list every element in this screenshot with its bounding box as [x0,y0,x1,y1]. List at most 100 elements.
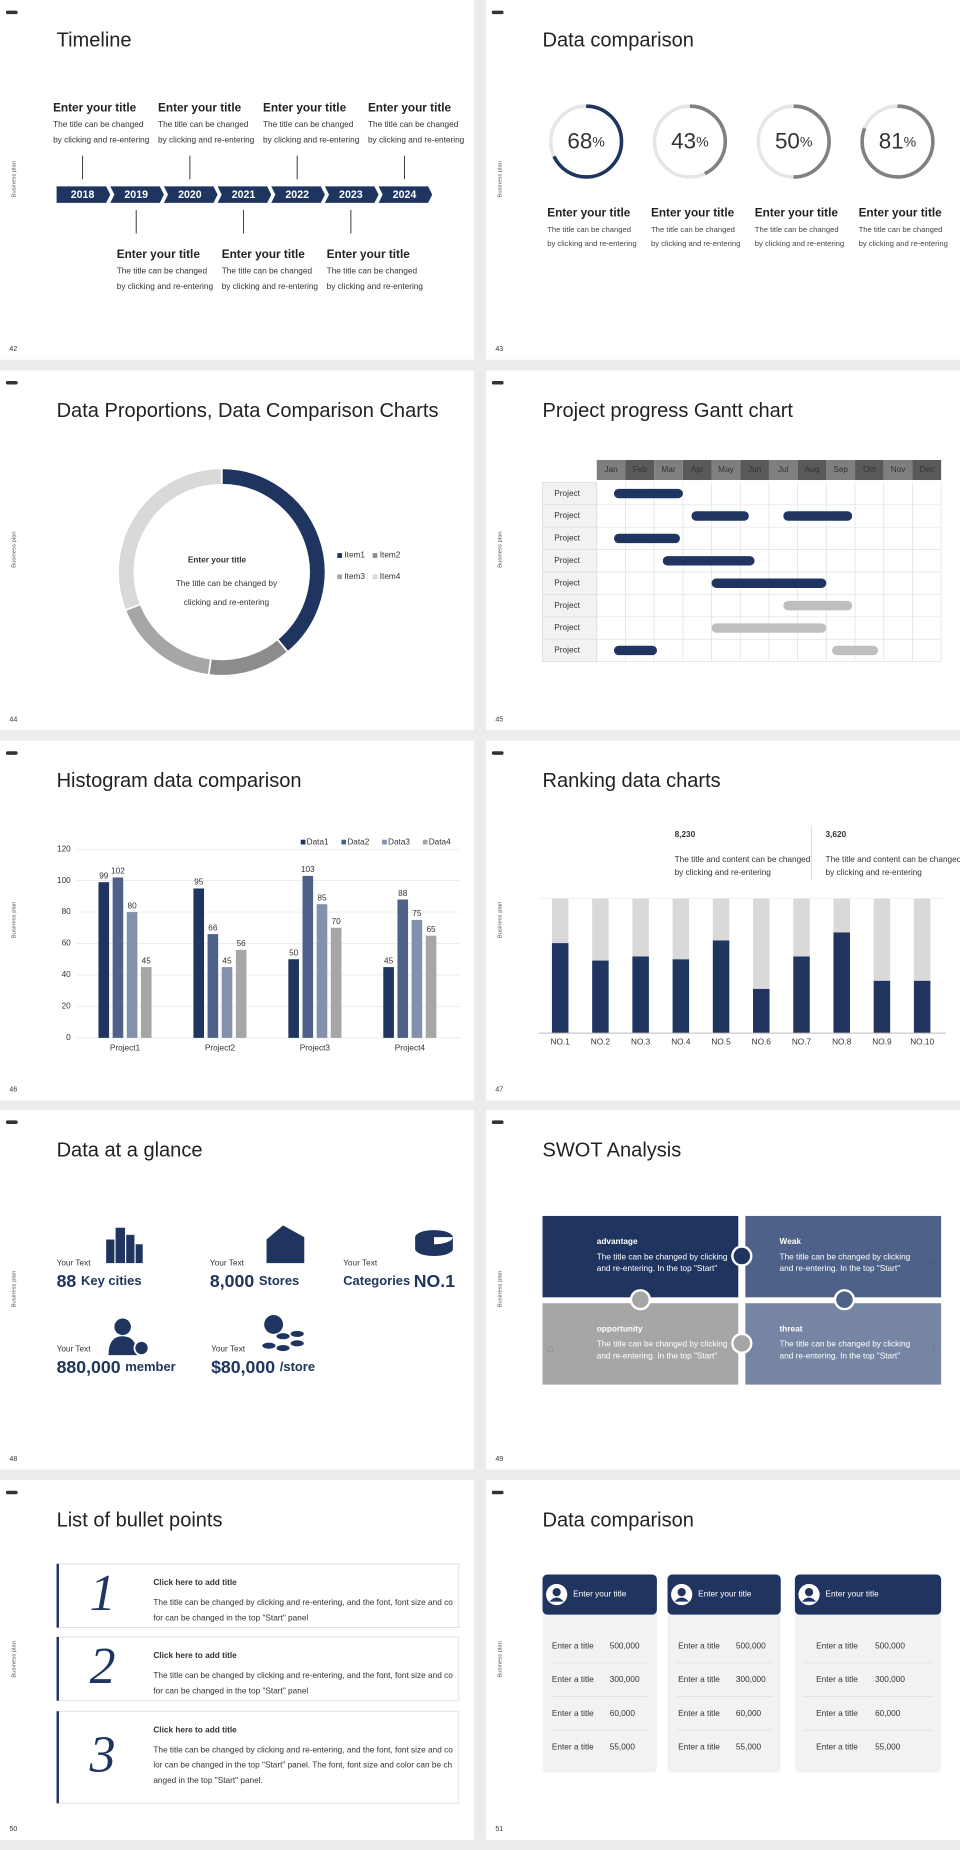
row-value: 500,000 [875,1642,905,1651]
row-label: Project [554,578,580,587]
ring-label: 68% [567,129,605,154]
data-label: 45 [142,956,152,965]
month-label: Jan [604,465,618,474]
data-label: 102 [111,867,125,876]
slide: Business plan 44 Data Proportions, Data Co… [0,370,475,731]
gantt-bar [711,578,827,588]
item-text: by clicking and re-entering [158,136,255,145]
item-text: by clicking and re-entering [263,136,360,145]
year-label: 2024 [393,189,417,201]
row-label: Project [554,646,580,655]
swot-letter: O [547,1346,554,1355]
item-title: Enter your title [327,248,411,261]
bar [330,927,342,1038]
page-number: 42 [9,346,17,353]
card-title: Enter your title [573,1590,627,1599]
card-header [542,1574,657,1615]
stat-value: 3,620 [826,830,847,839]
page-number: 46 [9,1087,17,1094]
logo [491,10,504,15]
month-label: Jun [748,465,762,474]
bar-segment [753,988,770,1034]
stat-value: 880,000 [57,1357,121,1377]
stat-text: /store [280,1360,315,1375]
bar [302,875,314,1038]
month-label: Aug [805,465,820,474]
stat-label: Your Text [343,1258,378,1267]
item-text: The title can be changed [547,225,631,234]
row-label: Enter a title [552,1742,594,1751]
item-title: Enter your title [117,248,201,261]
bar-segment [672,959,690,1034]
x-tick-label: NO.8 [832,1038,852,1047]
page-number: 44 [9,716,17,723]
side-label: Business plan [498,902,504,939]
month-header [912,459,942,481]
slide-title: Data comparison [543,1510,694,1532]
page-number: 47 [495,1087,503,1094]
month-label: Jul [778,465,789,474]
slide: Business plan 48 Data at a glance Your Text… [0,1109,475,1470]
icon-part [275,1344,291,1353]
card-icon-glyph [549,1597,564,1602]
gantt-bar [613,645,658,656]
bar-segment [592,960,609,1034]
data-label: 103 [301,865,315,874]
y-tick-label: 20 [62,1002,72,1011]
month-header [682,459,712,481]
logo [491,380,504,385]
slide-title: Project progress Gantt chart [543,400,794,422]
bar-segment [833,898,850,933]
item-text: The title can be changed [755,225,839,234]
logo [5,380,18,385]
row-label: Enter a title [552,1709,594,1718]
row-label: Enter a title [678,1709,720,1718]
year-segment [324,186,379,203]
icon-part [135,1244,143,1264]
year-segment [163,186,218,203]
ring-unit: % [696,133,709,149]
slide: Business plan 47 Ranking data charts 8,230 T… [485,740,960,1101]
item-title: Enter your title [547,207,631,220]
year-label: 2022 [285,189,309,201]
legend-label: Item2 [380,551,401,560]
bar-segment [551,943,569,1034]
year-segment [110,186,164,203]
year-segment [56,186,111,203]
item-title: Enter your title [222,248,306,261]
bar [316,904,328,1038]
card-body [794,1574,942,1773]
row-label: Enter a title [678,1675,720,1684]
month-header [740,459,769,481]
stat-line: Categories NO.1 [343,1271,455,1291]
stat-value: 88 [57,1271,77,1291]
swot-letter: S [547,1258,553,1267]
bar [193,888,205,1038]
card-body [542,1574,657,1773]
row-label: Enter a title [552,1675,594,1684]
y-tick-label: 100 [57,876,71,885]
item-text: The title can be changed [53,120,144,129]
stat-line: 8,000 Stores [210,1271,299,1291]
side-label: Business plan [498,531,504,568]
slide-title: Data at a glance [57,1139,203,1161]
list-text: The title can be changed by clicking and… [153,1745,453,1754]
list-text: anged in the top "Start" panel. [153,1776,263,1785]
legend-label: Item3 [344,572,365,581]
y-tick-label: 60 [62,939,72,948]
item-title: Enter your title [263,102,347,115]
bar-segment [592,898,609,961]
row-value: 300,000 [875,1675,905,1684]
bar [425,935,437,1038]
icon-part [289,1329,305,1338]
list-number: 3 [89,1727,116,1784]
bar-segment [873,898,891,981]
row-value: 55,000 [736,1742,762,1751]
x-tick-label: NO.4 [671,1038,691,1047]
bar-segment [793,898,810,957]
slide-background [485,0,960,360]
side-label: Business plan [12,1641,18,1678]
bar [288,959,299,1038]
